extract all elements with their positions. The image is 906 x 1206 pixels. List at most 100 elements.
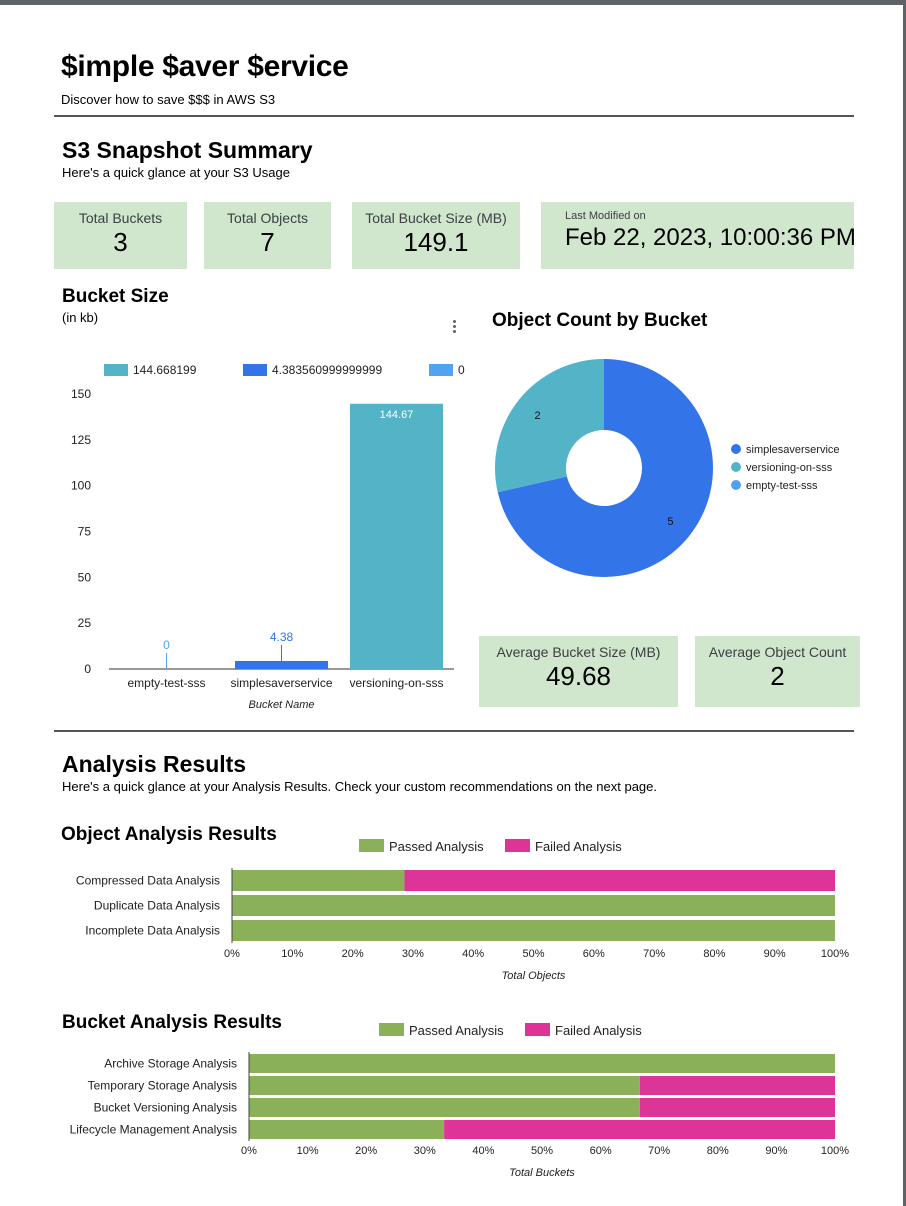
legend-swatch bbox=[525, 1023, 550, 1036]
x-tick-label: 100% bbox=[821, 948, 849, 960]
object-analysis-chart: Passed Analysis Failed Analysis Compressed… bbox=[76, 839, 849, 982]
kpi-label: Total Buckets bbox=[78, 210, 163, 226]
legend-label: versioning-on-sss bbox=[746, 462, 833, 474]
x-tick-label: 0% bbox=[224, 948, 240, 960]
y-tick-label: 150 bbox=[71, 387, 91, 401]
x-tick-label: 90% bbox=[765, 1145, 787, 1157]
x-tick-label: 30% bbox=[402, 948, 424, 960]
bar-segment bbox=[249, 1054, 835, 1073]
y-tick-label: 125 bbox=[71, 433, 91, 447]
legend-swatch bbox=[243, 364, 267, 376]
analysis-subheading: Here's a quick glance at your Analysis R… bbox=[62, 779, 658, 794]
y-tick-label: Bucket Versioning Analysis bbox=[94, 1101, 237, 1115]
legend-label: 0 bbox=[458, 363, 465, 377]
kpi-label: Total Objects bbox=[227, 210, 308, 226]
y-tick-label: 0 bbox=[84, 662, 91, 676]
kpi-total-objects: Total Objects 7 bbox=[204, 202, 331, 269]
bar-segment bbox=[249, 1076, 640, 1095]
bar-segment bbox=[249, 1120, 445, 1139]
chart-title: Bucket Size bbox=[62, 286, 169, 307]
x-tick-label: 80% bbox=[703, 948, 725, 960]
kpi-avg-count: Average Object Count 2 bbox=[695, 636, 860, 707]
kpi-value: 7 bbox=[260, 227, 275, 257]
legend-label: 144.668199 bbox=[133, 363, 197, 377]
x-tick-label: 50% bbox=[522, 948, 544, 960]
report-subtitle: Discover how to save $$$ in AWS S3 bbox=[61, 92, 276, 107]
legend-label: simplesaverservice bbox=[746, 444, 840, 456]
x-tick-label: 40% bbox=[472, 1145, 494, 1157]
chart-subtitle: (in kb) bbox=[62, 310, 99, 325]
slice-label: 5 bbox=[667, 516, 673, 528]
bucket-analysis-chart: Passed Analysis Failed Analysis Archive St… bbox=[70, 1023, 849, 1179]
x-tick-label: 50% bbox=[531, 1145, 553, 1157]
x-tick-label: 60% bbox=[583, 948, 605, 960]
x-tick-label: empty-test-sss bbox=[127, 676, 205, 690]
object-count-chart: 5 2 simplesaverservice versioning-on-sss emp… bbox=[495, 359, 840, 577]
x-axis-title: Bucket Name bbox=[248, 699, 314, 711]
bar-segment bbox=[639, 1098, 835, 1117]
legend-label: Failed Analysis bbox=[535, 839, 622, 854]
y-tick-label: Archive Storage Analysis bbox=[104, 1057, 237, 1071]
legend-swatch bbox=[505, 839, 530, 852]
x-tick-label: 70% bbox=[648, 1145, 670, 1157]
x-tick-label: 20% bbox=[355, 1145, 377, 1157]
x-tick-label: 0% bbox=[241, 1145, 257, 1157]
divider bbox=[54, 730, 854, 732]
legend-dot bbox=[731, 462, 741, 472]
bar-segment bbox=[232, 895, 835, 916]
bar bbox=[350, 403, 443, 669]
slice-label: 2 bbox=[534, 410, 540, 422]
kpi-label: Last Modified on bbox=[565, 210, 646, 222]
kpi-value: 3 bbox=[113, 227, 128, 257]
x-tick-label: 40% bbox=[462, 948, 484, 960]
kpi-value: 49.68 bbox=[545, 661, 612, 691]
x-axis-title: Total Buckets bbox=[509, 1167, 575, 1179]
chart-title: Object Count by Bucket bbox=[492, 310, 708, 331]
pie-slice bbox=[495, 359, 604, 493]
x-axis-title: Total Objects bbox=[502, 970, 566, 982]
y-tick-label: 100 bbox=[71, 479, 91, 493]
bar bbox=[235, 660, 328, 669]
analysis-heading: Analysis Results bbox=[62, 751, 247, 777]
x-tick-label: versioning-on-sss bbox=[349, 676, 443, 690]
kpi-value: Feb 22, 2023, 10:00:36 PM bbox=[565, 224, 856, 251]
chart-title: Object Analysis Results bbox=[61, 824, 277, 845]
bar-segment bbox=[249, 1098, 640, 1117]
y-tick-label: Temporary Storage Analysis bbox=[88, 1079, 237, 1093]
bucket-size-chart: 144.668199 4.383560999999999 0 0 25 50 75 100 12… bbox=[71, 363, 465, 711]
bar-segment bbox=[444, 1120, 835, 1139]
kpi-last-modified: Last Modified on Feb 22, 2023, 10:00:36 … bbox=[541, 202, 856, 269]
bar-segment bbox=[232, 920, 835, 941]
x-tick-label: 20% bbox=[342, 948, 364, 960]
bar-segment bbox=[404, 870, 835, 891]
bar-segment bbox=[639, 1076, 835, 1095]
y-tick-label: 75 bbox=[78, 525, 92, 539]
summary-subheading: Here's a quick glance at your S3 Usage bbox=[62, 165, 290, 180]
summary-heading: S3 Snapshot Summary bbox=[62, 137, 313, 163]
x-tick-label: 100% bbox=[821, 1145, 849, 1157]
x-tick-label: 80% bbox=[707, 1145, 729, 1157]
y-tick-label: Incomplete Data Analysis bbox=[85, 924, 220, 938]
y-tick-label: 50 bbox=[78, 570, 92, 584]
chart-menu-icon[interactable] bbox=[452, 320, 458, 335]
right-border bbox=[903, 0, 906, 1206]
pie-slice bbox=[497, 359, 713, 577]
data-label: 4.38 bbox=[270, 630, 294, 644]
kpi-value: 2 bbox=[770, 661, 785, 691]
legend-dot bbox=[731, 444, 741, 454]
x-tick-label: 90% bbox=[764, 948, 786, 960]
legend-label: empty-test-sss bbox=[746, 480, 818, 492]
kpi-label: Average Bucket Size (MB) bbox=[496, 644, 661, 660]
x-tick-label: 60% bbox=[590, 1145, 612, 1157]
x-tick-label: 70% bbox=[643, 948, 665, 960]
y-tick-label: 25 bbox=[78, 616, 92, 630]
top-border bbox=[0, 0, 906, 5]
data-label: 0 bbox=[163, 638, 170, 652]
legend-dot bbox=[731, 480, 741, 490]
x-tick-label: 10% bbox=[281, 948, 303, 960]
kpi-total-buckets: Total Buckets 3 bbox=[54, 202, 187, 269]
legend-swatch bbox=[379, 1023, 404, 1036]
legend-swatch bbox=[429, 364, 453, 376]
y-tick-label: Lifecycle Management Analysis bbox=[70, 1123, 237, 1137]
kpi-label: Average Object Count bbox=[708, 644, 847, 660]
